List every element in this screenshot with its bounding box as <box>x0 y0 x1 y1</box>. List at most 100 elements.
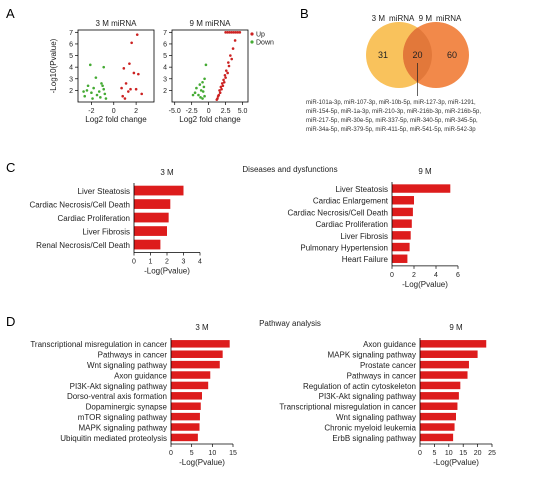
pathway-bar-chart-9m: 9 M Axon guidance MAPK signaling pathwayPr… <box>279 323 496 467</box>
data-point-up <box>222 80 226 84</box>
x-tick-label: 0 <box>390 272 394 279</box>
category-label: Ubiquitin mediated proteolysis <box>60 434 167 443</box>
y-tick-label: 7 <box>69 30 73 37</box>
category-label: Pathways in cancer <box>98 351 168 360</box>
panel-label-c: C <box>6 160 15 175</box>
category-label: Renal Necrosis/Cell Death <box>36 241 130 250</box>
y-tick-label: 7 <box>163 30 167 37</box>
bar <box>420 402 458 410</box>
category-label: Liver Steatosis <box>336 185 388 194</box>
bar <box>420 423 455 431</box>
overlap-mirna-list-line: miR-101a-3p, miR-107-3p, miR-10b-5p, miR… <box>306 100 476 106</box>
category-label: Liver Fibrosis <box>340 232 388 241</box>
legend-marker-down <box>250 40 254 44</box>
legend-marker-up <box>250 32 254 36</box>
y-tick-label: 5 <box>163 53 167 60</box>
plot-frame <box>77 29 155 103</box>
data-point-down <box>103 92 107 96</box>
data-point-up <box>224 69 228 72</box>
category-label: Cardiac Necrosis/Cell Death <box>30 201 130 210</box>
bar <box>171 371 211 379</box>
overlap-mirna-list-line: miR-217-5p, miR-30e-5p, miR-337-5p, miR-… <box>306 118 478 124</box>
data-point-up <box>137 72 140 76</box>
data-point-down <box>94 76 98 79</box>
bar <box>392 219 412 228</box>
data-point-down <box>202 85 206 89</box>
legend-label-down: Down <box>256 40 274 47</box>
category-label: Cardiac Proliferation <box>58 214 130 223</box>
data-point-up <box>218 89 221 92</box>
category-label: Liver Steatosis <box>78 187 130 196</box>
x-tick-label: -5.0 <box>169 108 181 115</box>
x-tick-label: -2.5 <box>186 108 198 115</box>
bar <box>171 423 200 431</box>
data-point-down <box>193 91 197 95</box>
data-point-up <box>218 91 222 95</box>
x-tick-label: 0 <box>112 108 116 115</box>
data-point-down <box>201 97 204 100</box>
venn-header-9m: miRNA <box>436 14 462 23</box>
bar <box>134 199 171 209</box>
chart-title: 9 M miRNA <box>190 19 232 28</box>
panel-label-d: D <box>6 314 15 329</box>
data-point-down <box>204 63 208 67</box>
data-point-up <box>130 41 133 45</box>
data-point-up <box>230 31 234 34</box>
chart-title: 3 M <box>160 168 174 177</box>
data-point-up <box>223 73 227 77</box>
y-tick-label: 3 <box>163 76 167 83</box>
data-point-up <box>121 94 125 98</box>
data-point-up <box>226 31 229 34</box>
bar <box>392 231 411 240</box>
bar <box>392 242 410 252</box>
data-point-up <box>124 82 128 85</box>
data-point-up <box>129 87 132 91</box>
data-point-down <box>201 80 204 84</box>
y-axis-label: -Log10(Pvalue) <box>49 38 58 93</box>
bar <box>420 381 461 390</box>
y-tick-label: 3 <box>69 76 73 83</box>
data-point-up <box>229 54 232 57</box>
bar <box>420 412 456 421</box>
category-label: MAPK signaling pathway <box>328 351 417 360</box>
y-tick-label: 4 <box>163 65 167 72</box>
data-point-down <box>102 65 106 69</box>
data-point-down <box>91 97 94 100</box>
data-point-down <box>198 83 202 86</box>
x-tick-label: 2 <box>165 259 169 266</box>
category-label: Pulmonary Hypertension <box>300 244 388 253</box>
data-point-down <box>101 84 104 88</box>
category-label: Cardiac Enlargement <box>313 197 389 206</box>
bar <box>420 340 487 348</box>
chart-title: 9 M <box>418 167 432 176</box>
section-title-pathways: Pathway analysis <box>259 319 321 328</box>
bar <box>420 433 454 442</box>
x-tick-label: 5 <box>190 450 194 457</box>
bar <box>171 412 200 421</box>
category-label: Wnt signaling pathway <box>87 361 167 370</box>
category-label: Dopaminergic synapse <box>86 403 168 412</box>
category-label: Cardiac Proliferation <box>316 220 388 229</box>
category-label: Heart Failure <box>342 255 389 264</box>
venn-overlap <box>403 27 433 83</box>
data-point-down <box>203 94 206 98</box>
data-point-up <box>140 92 144 96</box>
data-point-up <box>220 82 224 85</box>
x-tick-label: 0 <box>169 450 173 457</box>
x-axis-label: -Log(Pvalue) <box>402 280 448 289</box>
y-tick-label: 4 <box>69 65 73 72</box>
data-point-down <box>85 89 89 92</box>
x-tick-label: 6 <box>456 272 460 279</box>
venn-set-label-3m: 3 M <box>372 14 386 23</box>
category-label: Dorso-ventral axis formation <box>67 392 167 401</box>
data-point-up <box>224 31 227 34</box>
x-tick-label: 0 <box>418 450 422 457</box>
x-axis-label: Log2 fold change <box>179 115 241 124</box>
y-tick-label: 5 <box>69 53 73 60</box>
data-point-down <box>199 89 203 92</box>
panel-label-a: A <box>6 6 15 21</box>
x-axis-label: -Log(Pvalue) <box>144 267 190 276</box>
category-label: Regulation of actin cytoskeleton <box>303 382 416 391</box>
